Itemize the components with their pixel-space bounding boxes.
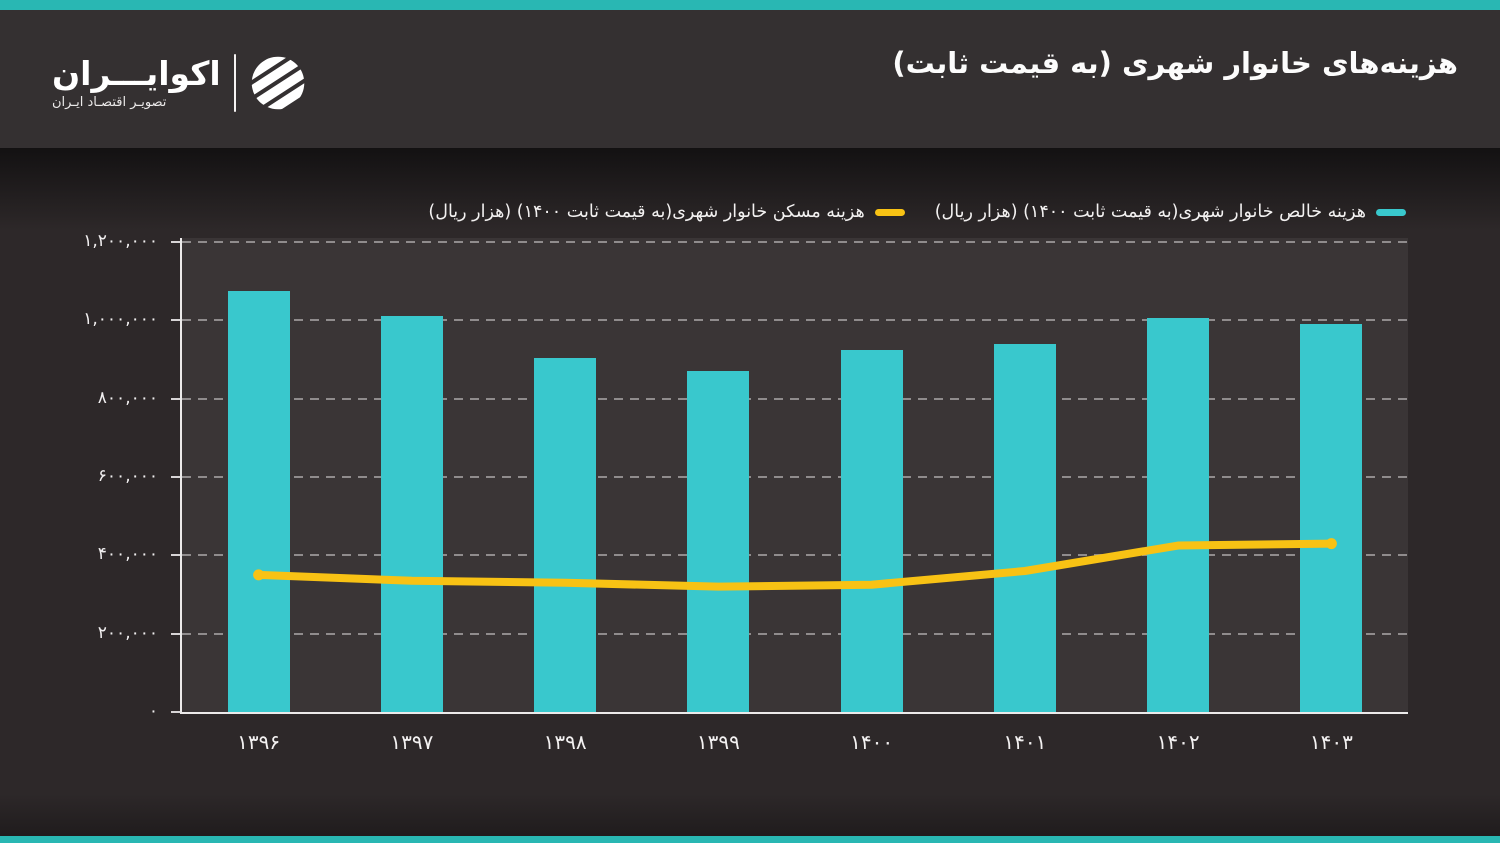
header-shadow [0,148,1500,230]
y-axis-label: ۱,۰۰۰,۰۰۰ [83,309,158,330]
legend-item: هزینه خالص خانوار شهری(به قیمت ثابت ۱۴۰۰… [935,202,1406,222]
legend: هزینه خالص خانوار شهری(به قیمت ثابت ۱۴۰۰… [428,202,1406,222]
y-axis-label: ۰ [148,701,158,721]
y-axis-label: ۴۰۰,۰۰۰ [97,544,158,565]
bottom-shadow [0,794,1500,836]
ecoiran-logo-icon [248,54,307,112]
plot-area [171,238,1408,714]
logo-tagline: تصویـر اقتصـاد ایـران [52,95,167,111]
y-axis-tick [171,241,180,243]
y-axis-label: ۶۰۰,۰۰۰ [97,466,158,486]
line-endpoint-dot [1325,538,1337,550]
y-axis-tick [171,319,180,322]
x-axis-label-1397: ۱۳۹۷ [390,730,434,754]
legend-item: هزینه مسکن خانوار شهری(به قیمت ثابت ۱۴۰۰… [428,202,905,222]
y-axis-tick [171,397,180,400]
x-axis-label-1398: ۱۳۹۸ [543,730,587,754]
gridline [182,554,1408,557]
gridline [182,476,1408,478]
bar-1400 [840,349,903,712]
bar-1403 [1300,324,1363,712]
x-axis-label-1401: ۱۴۰۱ [1003,730,1047,754]
y-axis-tick [171,476,180,478]
logo-divider [233,54,236,112]
housing-expense-line [253,538,1337,591]
bar-1398 [534,357,597,712]
logo-name: اکوایـــران [52,53,221,93]
y-axis-label: ۱,۲۰۰,۰۰۰ [83,231,158,251]
x-axis-label-1399: ۱۳۹۹ [696,730,740,754]
header: هزینه‌های خانوار شهری (به قیمت ثابت) اکو… [0,10,1500,148]
x-axis-label-1396: ۱۳۹۶ [237,730,281,754]
x-axis-label-1402: ۱۴۰۲ [1156,730,1200,754]
bar-1401 [993,343,1056,712]
bar-1402 [1147,318,1210,712]
gridline [182,319,1408,322]
y-axis-labels: ۰ ۲۰۰,۰۰۰ ۴۰۰,۰۰۰ ۶۰۰,۰۰۰ ۸۰۰,۰۰۰ ۱,۰۰۰,۰۰۰ ۱,… [0,231,170,721]
legend-label: هزینه خالص خانوار شهری(به قیمت ثابت ۱۴۰۰… [934,202,1366,222]
line-endpoint-dot [253,569,265,581]
gridline [182,241,1408,243]
top-accent-bar [0,0,1500,10]
legend-swatch [874,208,905,216]
legend-swatch [1376,208,1406,216]
y-axis-tick [171,632,180,635]
bar-1397 [380,316,443,712]
bottom-accent-bar [0,836,1500,843]
x-axis-label-1400: ۱۴۰۰ [850,730,894,754]
y-axis-line [180,238,182,714]
y-axis-label: ۲۰۰,۰۰۰ [97,622,158,643]
y-axis-label: ۸۰۰,۰۰۰ [97,387,158,408]
bar-1399 [687,371,750,712]
x-axis-labels: ۱۳۹۶ ۱۳۹۷ ۱۳۹۸ ۱۳۹۹ ۱۴۰۰ ۱۴۰۱ ۱۴۰۲ ۱۴۰۳ [182,712,1408,772]
y-axis-tick [171,554,180,557]
x-axis-label-1403: ۱۴۰۳ [1309,730,1353,754]
page-title: هزینه‌های خانوار شهری (به قیمت ثابت) [892,46,1458,80]
bar-1396 [227,290,290,712]
ecoiran-logo: اکوایـــران تصویـر اقتصـاد ایـران [52,54,307,112]
logo-text-block: اکوایـــران تصویـر اقتصـاد ایـران [52,53,221,111]
x-axis-line [180,712,1408,714]
gridline [182,397,1408,400]
y-axis-tick [171,711,180,713]
gridline [182,632,1408,635]
legend-label: هزینه مسکن خانوار شهری(به قیمت ثابت ۱۴۰۰… [428,202,865,222]
